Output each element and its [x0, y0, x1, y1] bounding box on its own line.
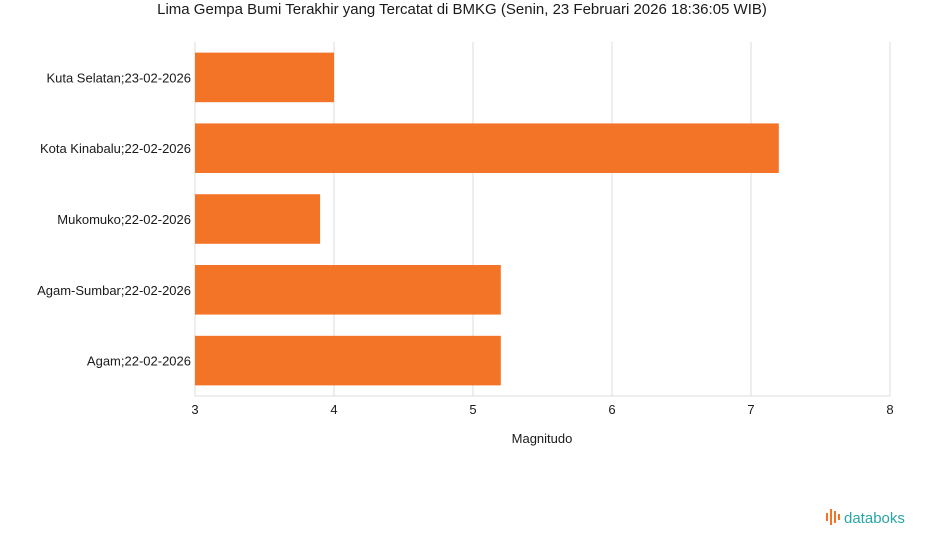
databoks-logo-icon: [826, 509, 840, 525]
y-axis-tick-labels: Kuta Selatan;23-02-2026 Kota Kinabalu;22-…: [37, 70, 191, 368]
bar[interactable]: [195, 52, 334, 103]
x-tick-label: 7: [747, 402, 754, 417]
x-axis-tick-labels: 3 4 5 6 7 8: [191, 402, 893, 417]
y-tick-label: Kuta Selatan;23-02-2026: [46, 70, 191, 85]
chart-title: Lima Gempa Bumi Terakhir yang Tercatat d…: [157, 1, 767, 18]
y-tick-label: Agam-Sumbar;22-02-2026: [37, 283, 191, 298]
bars: [195, 52, 779, 386]
x-tick-label: 3: [191, 402, 198, 417]
databoks-logo[interactable]: databoks: [826, 509, 905, 527]
y-tick-label: Agam;22-02-2026: [87, 354, 191, 369]
bar[interactable]: [195, 194, 321, 244]
databoks-wordmark: databoks: [844, 510, 905, 527]
bar[interactable]: [195, 123, 779, 173]
x-tick-label: 6: [608, 402, 615, 417]
x-tick-label: 4: [330, 402, 337, 417]
x-tick-label: 8: [886, 402, 893, 417]
bar[interactable]: [195, 265, 501, 315]
x-tick-label: 5: [469, 402, 476, 417]
bar[interactable]: [195, 335, 501, 386]
y-tick-label: Mukomuko;22-02-2026: [57, 212, 191, 227]
y-tick-label: Kota Kinabalu;22-02-2026: [40, 141, 191, 156]
x-axis-label: Magnitudo: [512, 431, 573, 446]
